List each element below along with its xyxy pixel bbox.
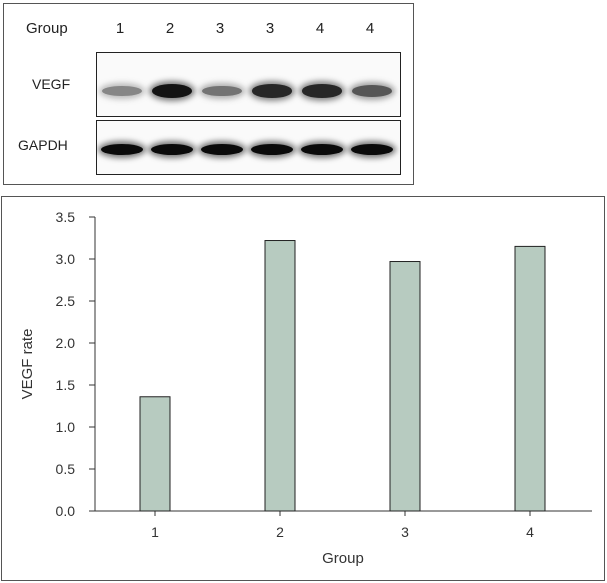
gapdh-band: [151, 143, 193, 155]
x-tick-label: 4: [526, 524, 534, 540]
vegf-blot-image: [96, 52, 401, 117]
vegf-band: [202, 85, 242, 97]
vegf-band: [252, 84, 292, 98]
gapdh-band: [301, 143, 343, 155]
vegf-row-label: VEGF: [32, 76, 71, 92]
x-tick-label: 1: [151, 524, 159, 540]
y-tick-label: 3.5: [56, 209, 76, 225]
y-tick-label: 1.5: [56, 377, 76, 393]
lane-label: 4: [315, 20, 325, 37]
gapdh-band: [201, 143, 243, 155]
vegf-band: [102, 85, 142, 97]
lane-label: 4: [365, 20, 375, 37]
vegf-band: [152, 84, 192, 98]
bar-group-1: [139, 396, 171, 512]
blot-group-label: Group: [26, 20, 68, 37]
y-tick-label: 1.0: [56, 419, 76, 435]
y-tick-label: 3.0: [56, 251, 76, 267]
gapdh-band: [101, 143, 143, 155]
y-axis-title: VEGF rate: [19, 329, 36, 400]
gapdh-band: [351, 143, 393, 155]
bar-group-2: [264, 240, 296, 512]
x-tick-label: 2: [276, 524, 284, 540]
y-tick-label: 2.5: [56, 293, 76, 309]
vegf-band: [302, 84, 342, 98]
lane-label: 3: [215, 20, 225, 37]
y-tick-label: 0.5: [56, 461, 76, 477]
x-tick-label: 3: [401, 524, 409, 540]
lane-label: 3: [265, 20, 275, 37]
y-tick-label: 2.0: [56, 335, 76, 351]
lane-label: 1: [115, 20, 125, 37]
y-tick-label: 0.0: [56, 503, 76, 519]
bar-group-4: [514, 245, 546, 512]
gapdh-band: [251, 143, 293, 155]
x-axis-title: Group: [322, 550, 364, 567]
chart-axes: [94, 217, 592, 512]
gapdh-blot-image: [96, 120, 401, 175]
bar-group-3: [389, 261, 421, 512]
vegf-band: [352, 85, 392, 97]
western-blot-panel: Group 1 2 3 3 4 4 VEGF GAPDH: [3, 3, 414, 185]
gapdh-row-label: GAPDH: [18, 137, 68, 153]
lane-label: 2: [165, 20, 175, 37]
